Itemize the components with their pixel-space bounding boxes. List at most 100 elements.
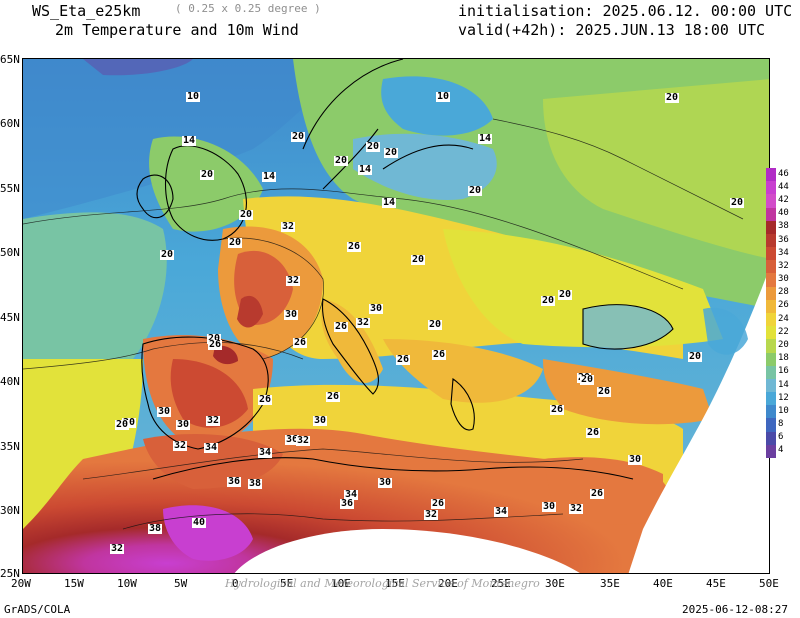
contour-label: 26 xyxy=(396,354,411,365)
contour-label: 20 xyxy=(239,209,254,220)
colorbar-swatch xyxy=(766,339,776,354)
contour-label: 20 xyxy=(291,131,306,142)
greece-coast xyxy=(450,378,475,431)
init-time: initialisation: 2025.06.12. 00:00 UTC xyxy=(458,2,793,20)
colorbar-tick-label: 30 xyxy=(778,274,789,285)
colorbar-swatch xyxy=(766,431,776,446)
colorbar-tick-label: 4 xyxy=(778,445,784,456)
lon-label-10e: 10E xyxy=(331,577,351,590)
contour-label: 14 xyxy=(478,133,493,144)
contour-label: 20 xyxy=(665,92,680,103)
italy-orange xyxy=(321,299,383,383)
lon-label-15e: 15E xyxy=(385,577,405,590)
contour-label: 26 xyxy=(550,404,565,415)
italy-coast xyxy=(321,298,379,395)
grads-credit: GrADS/COLA xyxy=(4,603,71,616)
contour-label: 40 xyxy=(192,517,207,528)
contour-label: 30 xyxy=(628,454,643,465)
colorbar-tick-label: 20 xyxy=(778,339,789,350)
france-hot-spot xyxy=(237,295,263,328)
contour-label: 14 xyxy=(382,197,397,208)
contour-label: 34 xyxy=(344,489,359,500)
balkans-amber xyxy=(383,339,543,403)
contour-label: 38 xyxy=(148,523,163,534)
contour-label: 20 xyxy=(384,147,399,158)
colorbar-tick-label: 38 xyxy=(778,221,789,232)
lon-label-45e: 45E xyxy=(706,577,726,590)
colorbar-tick-label: 22 xyxy=(778,326,789,337)
lat-label-50n: 50N xyxy=(0,246,20,259)
contour-label: 32 xyxy=(286,275,301,286)
colorbar-tick-label: 28 xyxy=(778,287,789,298)
contour-label: 32 xyxy=(110,543,125,554)
contour-label: 20 xyxy=(730,197,745,208)
valid-time: valid(+42h): 2025.JUN.13 18:00 UTC xyxy=(458,21,766,39)
colorbar-swatch xyxy=(766,273,776,288)
contour-label: 20 xyxy=(334,155,349,166)
contour-label: 32 xyxy=(356,317,371,328)
contour-label: 10 xyxy=(186,91,201,102)
contour-label: 26 xyxy=(347,241,362,252)
lon-label-50e: 50E xyxy=(759,577,779,590)
map-panel[interactable] xyxy=(22,58,770,574)
contour-label: 14 xyxy=(358,164,373,175)
colorbar-swatch xyxy=(766,352,776,367)
colorbar-tick-label: 18 xyxy=(778,353,789,364)
colorbar-tick-label: 42 xyxy=(778,194,789,205)
contour-label: 36 xyxy=(340,498,355,509)
lat-label-55n: 55N xyxy=(0,182,20,195)
lon-label-5e: 5E xyxy=(280,577,294,590)
resolution-note: ( 0.25 x 0.25 degree ) xyxy=(175,2,321,15)
contour-label: 20 xyxy=(366,141,381,152)
contour-label: 30 xyxy=(313,415,328,426)
colorbar-swatch xyxy=(766,392,776,406)
africa-coast xyxy=(152,457,634,480)
contour-label: 20 xyxy=(228,237,243,248)
contour-label: 38 xyxy=(248,478,263,489)
contour-label: 30 xyxy=(284,309,299,320)
colorbar-tick-label: 14 xyxy=(778,379,789,390)
contour-label: 32 xyxy=(569,503,584,514)
contour-label: 30 xyxy=(378,477,393,488)
contour-label: 20 xyxy=(411,254,426,265)
colorbar-tick-label: 36 xyxy=(778,234,789,245)
contour-label: 26 xyxy=(208,339,223,350)
lon-label-30e: 30E xyxy=(545,577,565,590)
lat-label-65n: 65N xyxy=(0,53,20,66)
contour-label: 30 xyxy=(542,501,557,512)
contour-label: 20 xyxy=(580,374,595,385)
lon-label-15w: 15W xyxy=(64,577,84,590)
contour-label: 26 xyxy=(597,386,612,397)
colorbar-tick-label: 16 xyxy=(778,366,789,377)
russia-light-green xyxy=(543,79,769,259)
lat-label-25n: 25N xyxy=(0,567,20,580)
contour-label: 20 xyxy=(541,295,556,306)
contour-label: 30 xyxy=(369,303,384,314)
contour-label: 20 xyxy=(207,333,222,344)
colorbar-swatch xyxy=(766,220,776,235)
contour-label: 32 xyxy=(424,509,439,520)
colorbar-tick-label: 40 xyxy=(778,208,789,219)
colorbar-tick-label: 6 xyxy=(778,432,784,443)
colorbar-swatch xyxy=(766,168,776,182)
isotherms xyxy=(23,118,744,530)
ireland-coast xyxy=(136,174,174,219)
fennoscandia-blue xyxy=(381,76,493,136)
colorbar-swatch xyxy=(766,444,776,459)
contour-label: 26 xyxy=(586,427,601,438)
atlantic-mid-cyan xyxy=(23,212,167,359)
colorbar-tick-label: 34 xyxy=(778,247,789,258)
colorbar-swatch xyxy=(766,299,776,314)
contour-label: 34 xyxy=(204,442,219,453)
lat-label-30n: 30N xyxy=(0,504,20,517)
colorbar-tick-label: 10 xyxy=(778,405,789,416)
contour-label: 26 xyxy=(258,394,273,405)
colorbar-swatch xyxy=(766,418,776,433)
colorbar-tick-label: 24 xyxy=(778,313,789,324)
contour-label: 36 xyxy=(285,434,300,445)
lon-label-20e: 20E xyxy=(438,577,458,590)
contour-label: 34 xyxy=(494,506,509,517)
black-sea-coast xyxy=(582,304,674,350)
contour-label: 26 xyxy=(590,488,605,499)
contour-label: 32 xyxy=(296,435,311,446)
